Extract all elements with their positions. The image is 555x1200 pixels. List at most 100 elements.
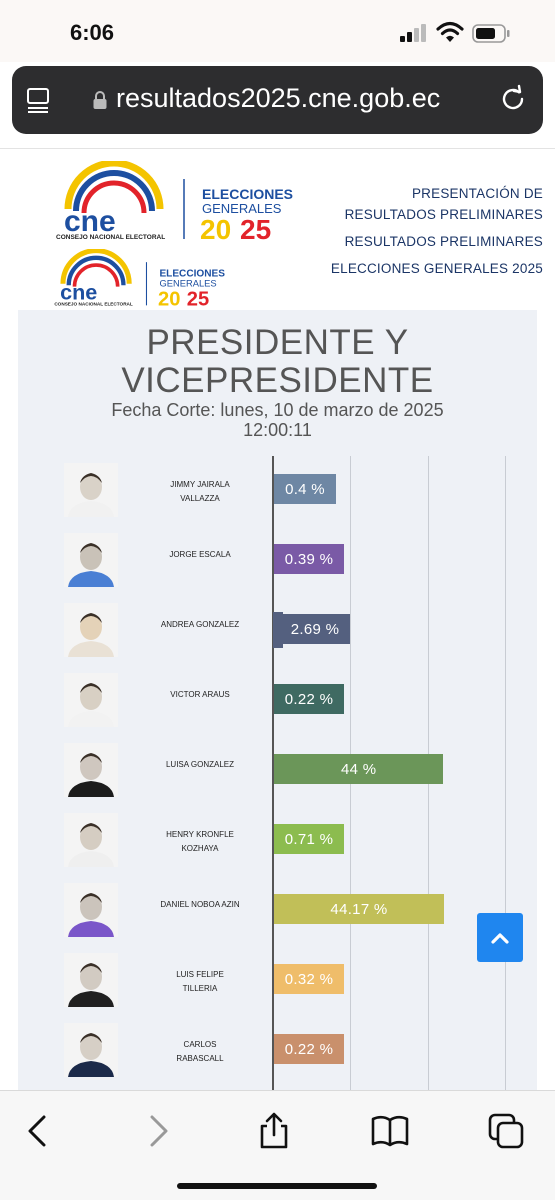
candidate-bar[interactable]: 0.39 % — [274, 544, 344, 574]
candidate-bar[interactable]: 2.69 % — [280, 614, 350, 644]
url-text[interactable]: resultados2025.cne.gob.ec — [116, 83, 441, 113]
candidate-row: ANDREA GONZALEZ 2.69 % — [18, 600, 537, 660]
svg-text:CONSEJO NACIONAL ELECTORAL: CONSEJO NACIONAL ELECTORAL — [54, 301, 133, 306]
candidate-photo — [64, 953, 118, 1007]
results-title-line1: PRESIDENTE Y — [146, 323, 409, 362]
candidate-name: JORGE ESCALA — [138, 548, 262, 562]
svg-text:cne: cne — [60, 280, 97, 305]
nav-resultados-preliminares[interactable]: RESULTADOS PRELIMINARES — [344, 234, 543, 249]
candidate-name: VICTOR ARAUS — [138, 688, 262, 702]
results-title: PRESIDENTE Y VICEPRESIDENTE — [0, 324, 555, 400]
candidate-name-line1: JORGE ESCALA — [169, 550, 231, 559]
tabs-icon[interactable] — [486, 1111, 526, 1151]
candidate-row: JORGE ESCALA 0.39 % — [18, 530, 537, 590]
candidate-bar[interactable]: 0.71 % — [274, 824, 344, 854]
candidate-photo — [64, 673, 118, 727]
grid-line — [505, 456, 506, 1090]
chart-axis — [272, 456, 274, 1090]
svg-text:GENERALES: GENERALES — [202, 201, 282, 216]
candidate-photo — [64, 883, 118, 937]
candidate-percent: 0.39 % — [284, 550, 334, 568]
candidate-photo — [64, 1023, 118, 1077]
candidate-bar[interactable]: 44 % — [274, 754, 444, 784]
svg-text:20: 20 — [200, 214, 231, 241]
cellular-signal-icon — [400, 24, 430, 42]
results-panel: PRESIDENTE Y VICEPRESIDENTE Fecha Corte:… — [18, 310, 537, 1090]
lock-icon — [93, 91, 107, 109]
browser-toolbar — [0, 1090, 555, 1200]
candidate-row: VICTOR ARAUS 0.22 % — [18, 670, 537, 730]
candidate-percent: 0.4 % — [285, 480, 325, 498]
cut-date: Fecha Corte: lunes, 10 de marzo de 2025 … — [0, 400, 555, 440]
candidate-percent: 0.22 % — [284, 1040, 334, 1058]
cut-date-line1: Fecha Corte: lunes, 10 de marzo de 2025 — [111, 400, 444, 420]
bookmarks-icon[interactable] — [370, 1111, 410, 1151]
candidate-percent: 0.22 % — [284, 690, 334, 708]
candidate-percent: 44.17 % — [330, 900, 388, 918]
candidate-bar[interactable]: 0.22 % — [274, 1034, 344, 1064]
svg-text:25: 25 — [187, 288, 209, 307]
candidate-name-line2: RABASCALL — [176, 1054, 224, 1063]
chevron-up-icon — [491, 932, 509, 944]
site-header: cne CONSEJO NACIONAL ELECTORAL ELECCIONE… — [0, 148, 555, 310]
candidate-percent: 0.32 % — [284, 970, 334, 988]
reload-icon[interactable] — [498, 84, 528, 114]
cut-date-line2: 12:00:11 — [243, 420, 312, 440]
candidate-name: DANIEL NOBOA AZIN — [138, 898, 262, 912]
value-bar-stub — [273, 612, 284, 648]
candidate-bar[interactable]: 0.22 % — [274, 684, 344, 714]
candidate-percent: 0.71 % — [284, 830, 334, 848]
candidate-row: LUIS FELIPE TILLERIA 0.32 % — [18, 950, 537, 1010]
candidate-row: CARLOS RABASCALL 0.22 % — [18, 1020, 537, 1080]
svg-text:ELECCIONES: ELECCIONES — [202, 186, 293, 202]
candidate-name-line1: HENRY KRONFLE — [166, 830, 234, 839]
wifi-icon — [436, 21, 464, 42]
candidate-photo — [64, 463, 118, 517]
svg-text:20: 20 — [158, 288, 180, 307]
candidate-name-line1: CARLOS — [183, 1040, 217, 1049]
battery-icon — [472, 24, 510, 43]
candidate-percent: 44 % — [340, 760, 377, 778]
candidate-name-line1: DANIEL NOBOA AZIN — [160, 900, 240, 909]
candidate-name-line1: JIMMY JAIRALA — [170, 480, 230, 489]
candidate-name-line2: TILLERIA — [182, 984, 218, 993]
svg-text:cne: cne — [64, 205, 116, 238]
candidate-name: JIMMY JAIRALA VALLAZZA — [138, 478, 262, 506]
back-icon[interactable] — [18, 1111, 58, 1151]
candidate-name: HENRY KRONFLE KOZHAYA — [138, 828, 262, 856]
candidate-name-line1: VICTOR ARAUS — [170, 690, 230, 699]
site-nav: PRESENTACIÓN DE RESULTADOS PRELIMINARES … — [323, 183, 543, 279]
svg-text:25: 25 — [240, 214, 271, 241]
svg-text:CONSEJO NACIONAL ELECTORAL: CONSEJO NACIONAL ELECTORAL — [56, 234, 165, 241]
forward-icon[interactable] — [138, 1111, 178, 1151]
scroll-to-top-button[interactable] — [477, 913, 523, 962]
candidate-name-line1: LUIS FELIPE — [176, 970, 224, 979]
candidate-bar[interactable]: 0.32 % — [274, 964, 344, 994]
nav-elecciones-generales[interactable]: ELECCIONES GENERALES 2025 — [330, 261, 543, 276]
address-bar[interactable]: resultados2025.cne.gob.ec — [12, 66, 543, 134]
candidate-name: CARLOS RABASCALL — [138, 1038, 262, 1066]
candidate-name-line1: ANDREA GONZALEZ — [160, 620, 240, 629]
status-bar: 6:06 — [0, 0, 555, 62]
cne-logo-small[interactable]: cne CONSEJO NACIONAL ELECTORAL ELECCIONE… — [50, 249, 230, 307]
home-indicator — [177, 1183, 377, 1189]
candidate-photo — [64, 603, 118, 657]
candidate-percent: 2.69 % — [290, 620, 340, 638]
candidate-name: LUIS FELIPE TILLERIA — [138, 968, 262, 996]
status-time: 6:06 — [70, 20, 115, 45]
svg-text:GENERALES: GENERALES — [159, 279, 216, 289]
share-icon[interactable] — [254, 1111, 294, 1151]
candidate-bar[interactable]: 44.17 % — [274, 894, 444, 924]
cne-logo[interactable]: cne CONSEJO NACIONAL ELECTORAL ELECCIONE… — [50, 161, 300, 241]
candidate-row: JIMMY JAIRALA VALLAZZA 0.4 % — [18, 460, 537, 520]
results-title-line2: VICEPRESIDENTE — [121, 361, 434, 400]
candidate-bar[interactable]: 0.4 % — [274, 474, 336, 504]
candidate-photo — [64, 533, 118, 587]
candidate-name-line2: VALLAZZA — [180, 494, 220, 503]
reader-icon[interactable] — [26, 86, 52, 114]
nav-presentacion[interactable]: PRESENTACIÓN DE RESULTADOS PRELIMINARES — [344, 186, 543, 222]
candidate-name: LUISA GONZALEZ — [138, 758, 262, 772]
candidate-photo — [64, 813, 118, 867]
candidate-row: DANIEL NOBOA AZIN 44.17 % — [18, 880, 537, 940]
candidate-row: LUISA GONZALEZ 44 % — [18, 740, 537, 800]
